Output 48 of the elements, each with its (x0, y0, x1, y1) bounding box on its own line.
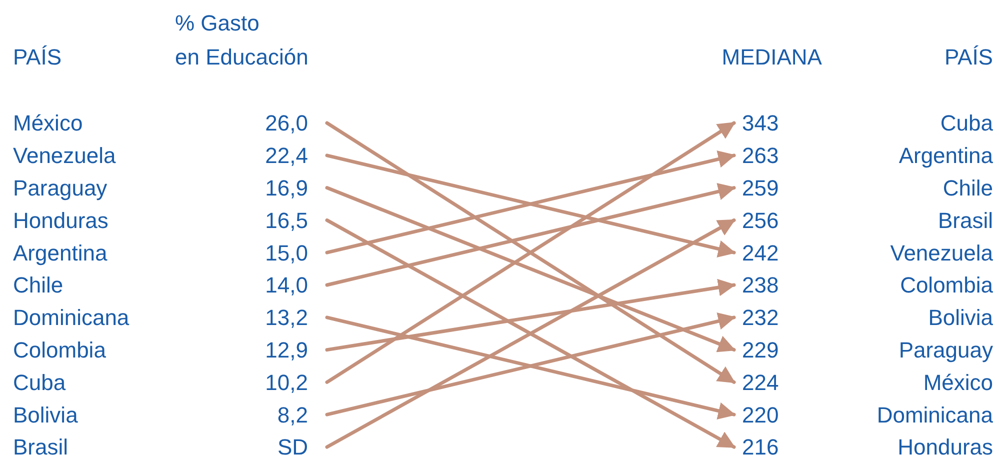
category-label: Bolivia (13, 402, 79, 428)
category-label: Chile (942, 176, 993, 200)
category-label: Dominicana (876, 402, 993, 428)
category-label: México (13, 110, 83, 136)
data-label: 16,5 (265, 208, 308, 233)
text: PAÍS (13, 44, 62, 70)
category-label: Cuba (940, 110, 993, 136)
data-label: 14,0 (265, 272, 308, 298)
data-label: 224 (742, 370, 779, 395)
data-label: 229 (742, 338, 779, 362)
text: % Gasto en Educación (175, 10, 308, 70)
category-label: Paraguay (898, 338, 993, 362)
category-label: Honduras (13, 208, 108, 233)
category-label: Colombia (13, 338, 107, 362)
data-label: 10,2 (265, 370, 308, 395)
category-label: Argentina (13, 240, 108, 266)
category-label: Paraguay (13, 176, 108, 200)
data-label: 220 (742, 402, 779, 428)
category-label: Chile (13, 272, 64, 298)
category-label: México (923, 370, 993, 395)
category-label: Bolivia (928, 305, 993, 330)
text: PAÍS (944, 44, 993, 70)
category-label: Colombia (900, 272, 993, 298)
category-label: Brasil (938, 208, 993, 233)
data-label: 22,4 (265, 143, 308, 168)
data-label: 12,9 (265, 338, 308, 362)
data-label: SD (277, 434, 308, 459)
category-label: Brasil (13, 434, 68, 459)
data-label: 242 (742, 240, 779, 266)
data-label: 16,9 (265, 176, 308, 200)
category-label: Venezuela (890, 240, 993, 266)
data-label: 216 (742, 434, 779, 459)
data-label: 13,2 (265, 305, 308, 330)
data-label: 238 (742, 272, 779, 298)
category-label: Dominicana (13, 305, 130, 330)
category-label: Cuba (13, 370, 66, 395)
data-label: 232 (742, 305, 779, 330)
text: MEDIANA (722, 44, 822, 70)
data-label: 15,0 (265, 240, 308, 266)
data-label: 259 (742, 176, 779, 200)
data-label: 343 (742, 110, 779, 136)
category-label: Venezuela (13, 143, 117, 168)
category-label: Honduras (898, 434, 993, 459)
data-label: 263 (742, 143, 779, 168)
data-label: 26,0 (265, 110, 308, 136)
data-label: 256 (742, 208, 779, 233)
category-label: Argentina (898, 143, 993, 168)
data-label: 8,2 (277, 402, 308, 428)
